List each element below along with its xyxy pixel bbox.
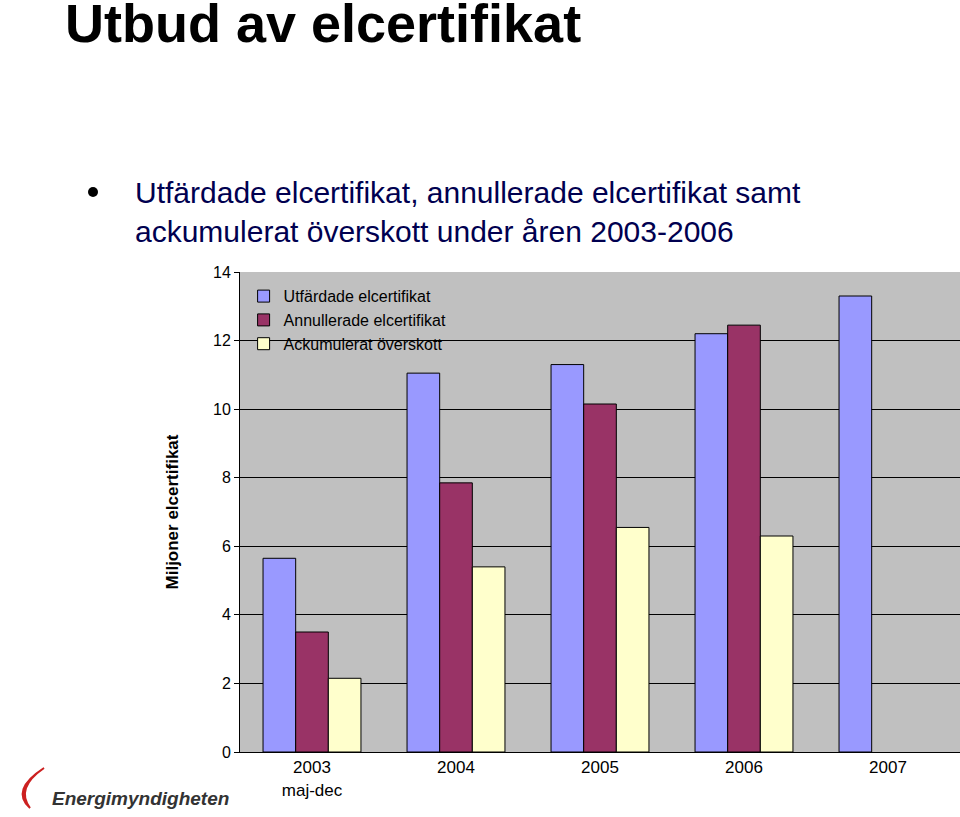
svg-text:Utfärdade elcertifikat: Utfärdade elcertifikat xyxy=(284,288,431,305)
svg-text:Utbud av elcertifikat: Utbud av elcertifikat xyxy=(65,0,581,53)
svg-text:0: 0 xyxy=(222,744,231,761)
svg-text:2004: 2004 xyxy=(437,758,475,777)
svg-text:6: 6 xyxy=(222,538,231,555)
svg-text:4: 4 xyxy=(222,606,231,623)
svg-text:Miljoner elcertifikat: Miljoner elcertifikat xyxy=(163,434,182,589)
svg-text:Ackumulerat överskott: Ackumulerat överskott xyxy=(284,336,443,353)
svg-text:2: 2 xyxy=(222,675,231,692)
svg-text:14: 14 xyxy=(213,264,231,281)
svg-text:2007: 2007 xyxy=(869,758,907,777)
svg-text:Annullerade elcertifikat: Annullerade elcertifikat xyxy=(284,312,446,329)
svg-text:2006: 2006 xyxy=(725,758,763,777)
svg-text:8: 8 xyxy=(222,469,231,486)
svg-text:Energimyndigheten: Energimyndigheten xyxy=(52,788,229,809)
svg-text:12: 12 xyxy=(213,332,231,349)
svg-text:2003maj-dec: 2003maj-dec xyxy=(282,758,343,799)
svg-text:10: 10 xyxy=(213,401,231,418)
svg-text:Utfärdade elcertifikat, annull: Utfärdade elcertifikat, annullerade elce… xyxy=(135,176,801,248)
svg-text:2005: 2005 xyxy=(581,758,619,777)
